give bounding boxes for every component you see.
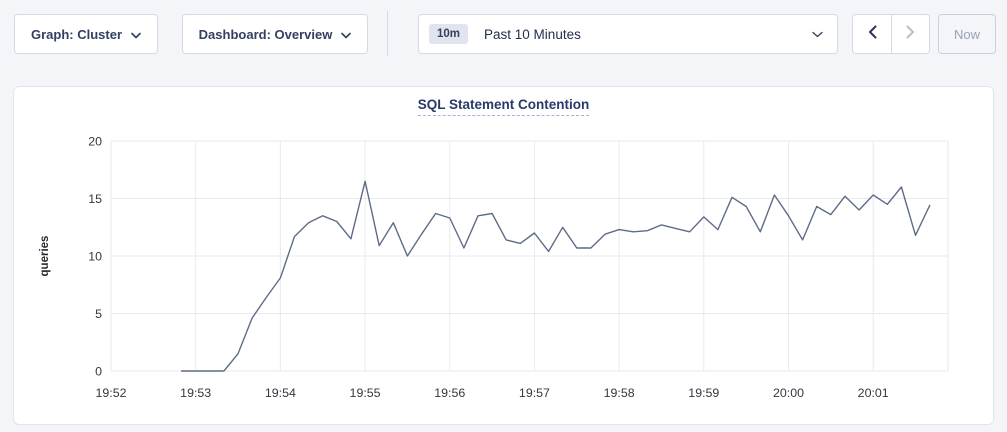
chevron-right-icon [906,24,915,44]
svg-text:19:58: 19:58 [604,386,635,400]
svg-text:queries: queries [39,236,51,277]
svg-text:19:53: 19:53 [180,386,211,400]
toolbar: Graph: Cluster Dashboard: Overview 10m P… [0,0,1007,70]
toolbar-divider [387,11,388,56]
svg-text:20:01: 20:01 [858,386,889,400]
svg-text:10: 10 [88,250,102,264]
chart-card: SQL Statement Contention 0 5 10 15 20 19:52 19… [13,86,994,425]
next-time-window-button[interactable] [891,15,929,53]
svg-text:19:56: 19:56 [434,386,465,400]
svg-text:15: 15 [88,192,102,206]
svg-text:19:57: 19:57 [519,386,550,400]
svg-text:19:59: 19:59 [688,386,719,400]
chevron-left-icon [868,24,877,44]
dashboard-selector-label: Dashboard: Overview [198,26,333,42]
svg-text:0: 0 [95,365,102,379]
svg-text:5: 5 [95,307,102,321]
time-range-dropdown[interactable]: 10m Past 10 Minutes [418,14,838,54]
chevron-down-icon [131,27,141,42]
graph-selector-dropdown[interactable]: Graph: Cluster [14,14,158,54]
time-range-label: Past 10 Minutes [484,26,581,42]
svg-text:20: 20 [88,135,102,149]
time-window-nav-group [852,14,930,54]
svg-text:19:55: 19:55 [350,386,381,400]
chevron-down-icon [341,27,352,42]
svg-text:20:00: 20:00 [773,386,804,400]
time-range-badge: 10m [429,24,469,44]
now-button-label: Now [953,26,980,42]
svg-text:19:52: 19:52 [95,386,126,400]
chevron-down-icon [812,25,823,43]
prev-time-window-button[interactable] [853,15,891,53]
chart-title[interactable]: SQL Statement Contention [417,97,590,116]
graph-selector-label: Graph: Cluster [30,26,122,42]
now-button[interactable]: Now [938,14,996,54]
contention-chart-canvas[interactable]: 0 5 10 15 20 19:52 19:53 19:54 19:55 19:56 19:57 19… [14,87,995,426]
svg-text:19:54: 19:54 [265,386,296,400]
dashboard-selector-dropdown[interactable]: Dashboard: Overview [182,14,368,54]
